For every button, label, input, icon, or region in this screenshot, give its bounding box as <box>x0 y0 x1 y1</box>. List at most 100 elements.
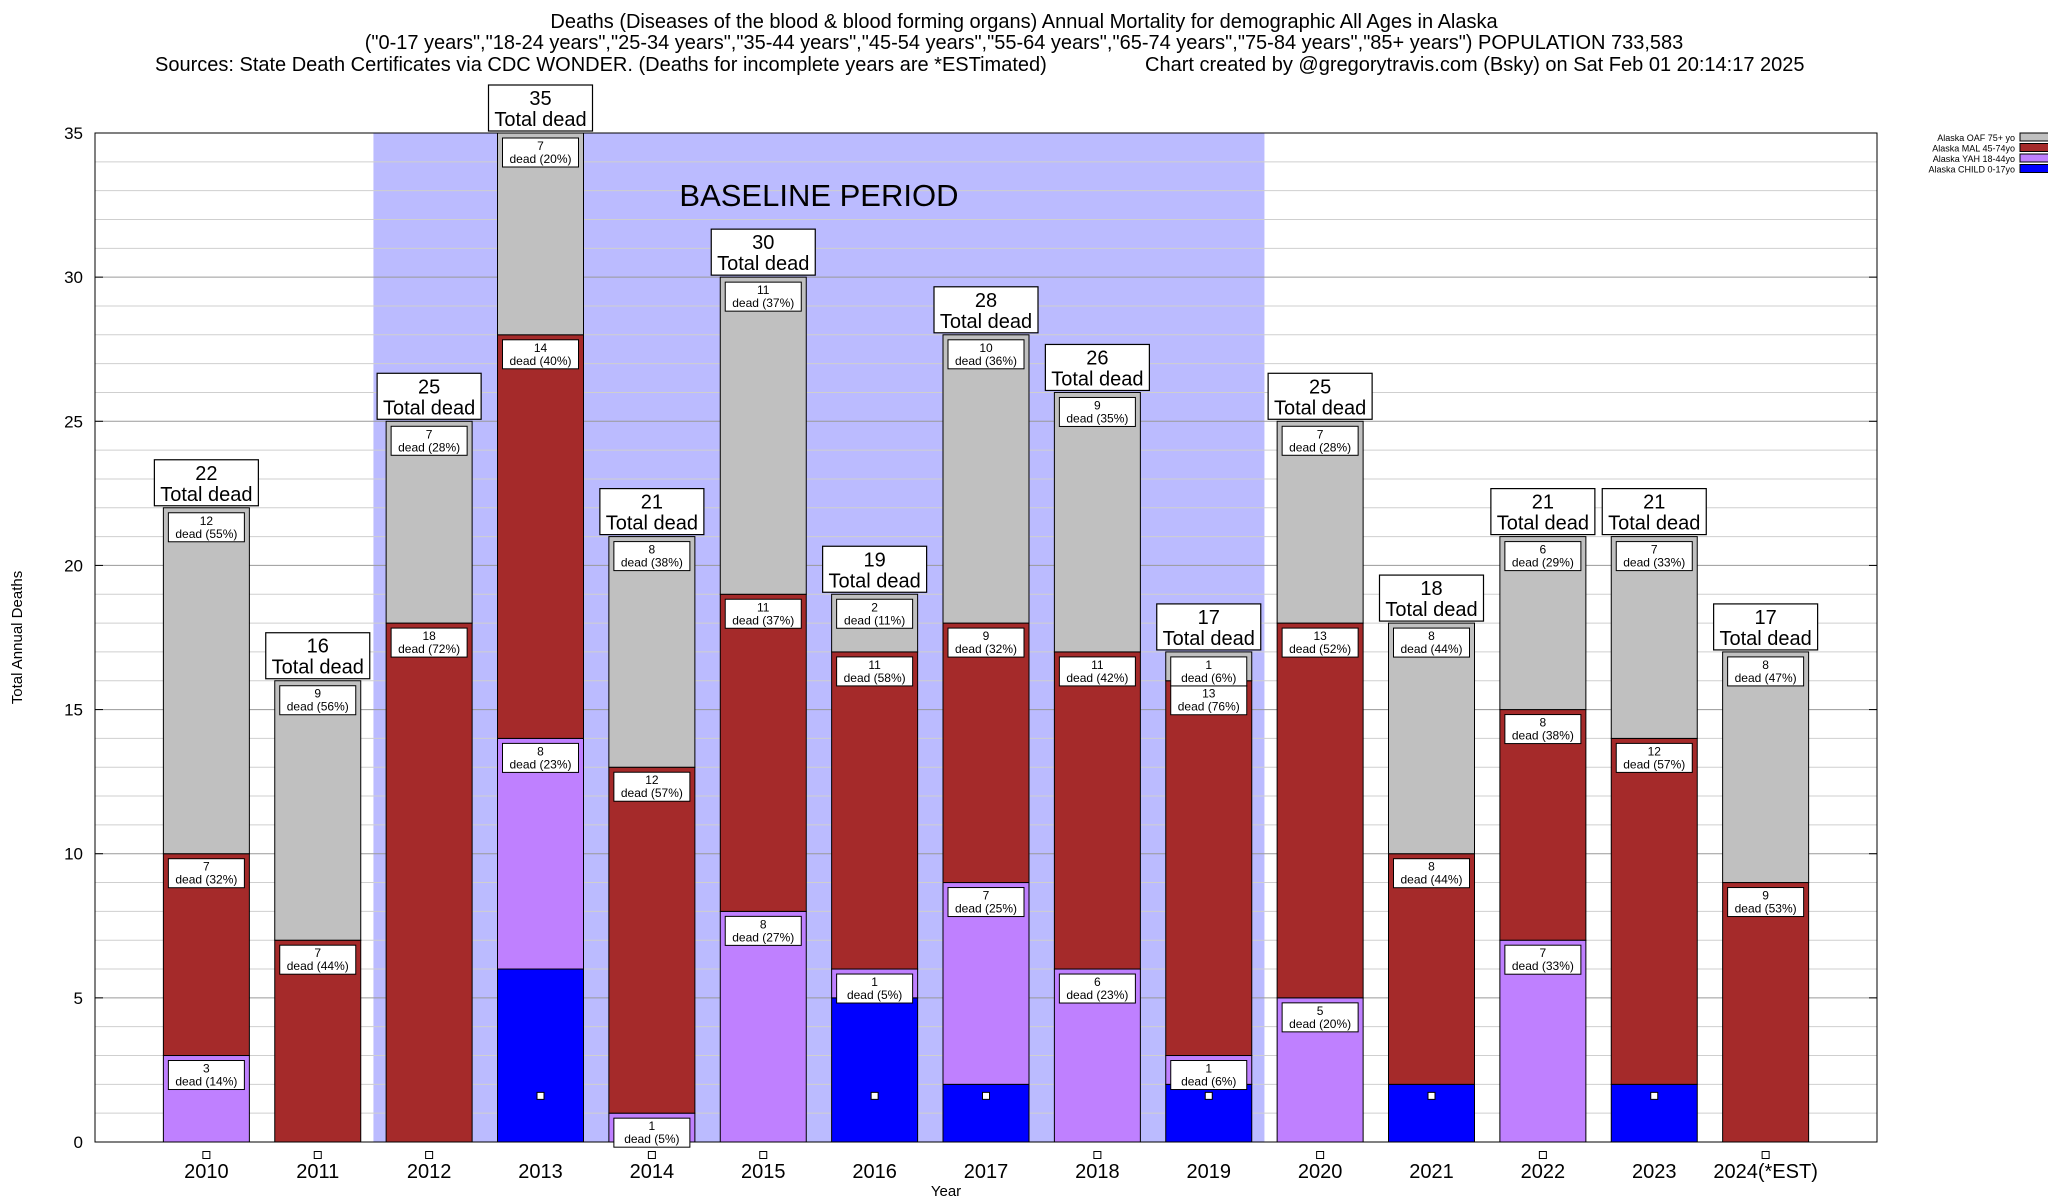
data-label-count: 8 <box>760 917 767 931</box>
bar-segment <box>719 276 807 595</box>
legend-swatch <box>2019 153 2048 163</box>
legend-label: Alaska YAH 18-44yo <box>1933 154 2015 164</box>
data-label-count: 11 <box>1091 658 1104 672</box>
data-label-pct: dead (23%) <box>509 757 571 771</box>
point-marker <box>1538 1151 1547 1159</box>
total-label-box <box>1156 603 1262 651</box>
data-label-pct: dead (23%) <box>1066 988 1128 1002</box>
data-label-box <box>1058 656 1136 687</box>
point-marker <box>870 1091 879 1100</box>
y-tick-label: 0 <box>74 1133 83 1152</box>
data-label-box <box>1170 685 1248 716</box>
total-label-box <box>1267 372 1373 420</box>
data-label-box <box>279 944 357 975</box>
y-tick-label: 15 <box>64 701 83 720</box>
data-label-pct: dead (5%) <box>847 988 902 1002</box>
data-label-box <box>390 425 468 456</box>
total-label-text: Total dead <box>160 484 252 506</box>
total-label-count: 18 <box>1420 578 1442 600</box>
data-label-count: 14 <box>534 341 548 355</box>
data-label-box <box>947 339 1025 370</box>
data-label-count: 1 <box>871 975 878 989</box>
data-label-count: 7 <box>983 889 990 903</box>
data-label-count: 1 <box>649 1119 656 1133</box>
total-label-text: Total dead <box>1274 397 1366 419</box>
total-label-count: 25 <box>1309 376 1331 398</box>
data-label-count: 7 <box>203 860 210 874</box>
data-label-box <box>1393 627 1470 658</box>
data-label-pct: dead (37%) <box>732 613 794 627</box>
data-label-pct: dead (40%) <box>509 354 571 368</box>
data-label-pct: dead (28%) <box>1289 440 1351 454</box>
data-label-count: 5 <box>1317 1004 1324 1018</box>
x-tick-label: 2016 <box>852 1161 897 1183</box>
bar-segment <box>1053 651 1141 970</box>
data-label-box <box>1504 714 1582 745</box>
data-label-box <box>836 656 914 687</box>
point-marker <box>1427 1091 1436 1100</box>
data-label-count: 18 <box>422 629 436 643</box>
total-label-count: 35 <box>529 88 551 110</box>
point-marker <box>313 1151 322 1159</box>
data-label-box <box>502 742 579 773</box>
point-marker <box>1650 1091 1659 1100</box>
y-tick-label: 25 <box>64 412 83 431</box>
y-tick-label: 30 <box>64 268 83 287</box>
x-tick-label: 2023 <box>1632 1161 1677 1183</box>
total-label-text: Total dead <box>1163 628 1255 650</box>
x-tick-label: 2024(*EST) <box>1713 1161 1818 1183</box>
bar-segment <box>831 997 919 1143</box>
data-label-box <box>1281 627 1359 658</box>
data-label-box <box>1170 1060 1248 1091</box>
x-tick-label: 2021 <box>1409 1161 1454 1183</box>
legend-swatch <box>2019 164 2048 173</box>
data-label-pct: dead (44%) <box>1400 873 1462 887</box>
data-label-count: 3 <box>203 1062 210 1076</box>
data-label-pct: dead (32%) <box>175 873 237 887</box>
bar-segment <box>1276 622 1364 999</box>
total-label-text: Total dead <box>494 109 586 131</box>
legend-swatch <box>2019 143 2048 152</box>
data-label-pct: dead (33%) <box>1623 556 1685 570</box>
data-label-box <box>1058 396 1136 427</box>
total-label-box <box>933 286 1039 334</box>
data-label-pct: dead (5%) <box>624 1132 679 1146</box>
data-label-box <box>1727 887 1805 918</box>
total-label-box <box>153 459 259 507</box>
data-label-pct: dead (35%) <box>1066 411 1128 425</box>
data-label-pct: dead (38%) <box>621 556 683 570</box>
total-label-box <box>265 632 371 680</box>
data-label-pct: dead (20%) <box>1289 1017 1351 1031</box>
data-label-count: 2 <box>871 600 878 614</box>
data-label-pct: dead (27%) <box>732 930 794 944</box>
total-label-text: Total dead <box>717 253 809 275</box>
bar-segment <box>497 334 584 739</box>
data-label-pct: dead (29%) <box>1512 556 1574 570</box>
total-label-box <box>1601 488 1707 536</box>
bar-segment <box>942 334 1030 624</box>
sources-text: Sources: State Death Certificates via CD… <box>155 54 1047 76</box>
data-label-pct: dead (44%) <box>287 959 349 973</box>
data-label-box <box>1615 541 1693 572</box>
data-label-pct: dead (55%) <box>175 527 237 541</box>
data-label-pct: dead (11%) <box>844 613 905 627</box>
data-label-pct: dead (47%) <box>1735 671 1797 685</box>
x-tick-label: 2012 <box>407 1161 452 1183</box>
legend-swatch <box>2019 132 2048 142</box>
total-label-box <box>710 228 816 276</box>
data-label-count: 12 <box>200 514 214 528</box>
point-marker <box>759 1151 768 1159</box>
data-label-box <box>502 339 579 370</box>
total-label-count: 28 <box>975 290 997 312</box>
data-label-count: 8 <box>1762 658 1769 672</box>
bar-segment <box>385 622 473 1143</box>
point-marker <box>1761 1151 1770 1159</box>
baseline-label: BASELINE PERIOD <box>679 178 958 213</box>
data-label-pct: dead (28%) <box>398 440 460 454</box>
